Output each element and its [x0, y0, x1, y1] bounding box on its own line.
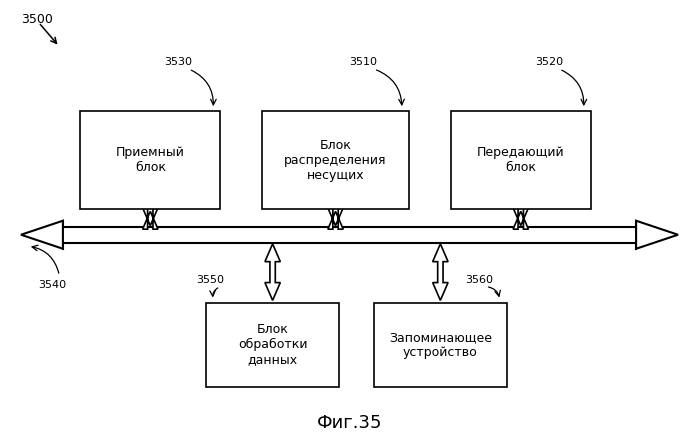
Polygon shape — [21, 221, 63, 249]
Text: Передающий
блок: Передающий блок — [477, 146, 565, 174]
Text: 3500: 3500 — [21, 13, 53, 26]
Polygon shape — [433, 244, 448, 300]
Polygon shape — [513, 208, 528, 229]
Text: Приемный
блок: Приемный блок — [116, 146, 185, 174]
Polygon shape — [143, 208, 158, 229]
FancyBboxPatch shape — [262, 111, 409, 209]
FancyBboxPatch shape — [374, 303, 507, 387]
Polygon shape — [636, 221, 678, 249]
FancyBboxPatch shape — [80, 111, 220, 209]
Text: Блок
распределения
несущих: Блок распределения несущих — [284, 139, 387, 182]
Text: Запоминающее
устройство: Запоминающее устройство — [389, 331, 492, 359]
Text: 3550: 3550 — [196, 275, 224, 285]
Text: 3540: 3540 — [38, 280, 66, 290]
FancyBboxPatch shape — [206, 303, 339, 387]
Polygon shape — [328, 208, 343, 229]
FancyBboxPatch shape — [451, 111, 591, 209]
Text: Фиг.35: Фиг.35 — [317, 414, 382, 432]
Text: 3530: 3530 — [164, 57, 192, 67]
Text: Блок
обработки
данных: Блок обработки данных — [238, 324, 308, 366]
Text: 3560: 3560 — [465, 275, 493, 285]
Text: 3520: 3520 — [535, 57, 563, 67]
Polygon shape — [265, 244, 280, 300]
Text: 3510: 3510 — [350, 57, 377, 67]
